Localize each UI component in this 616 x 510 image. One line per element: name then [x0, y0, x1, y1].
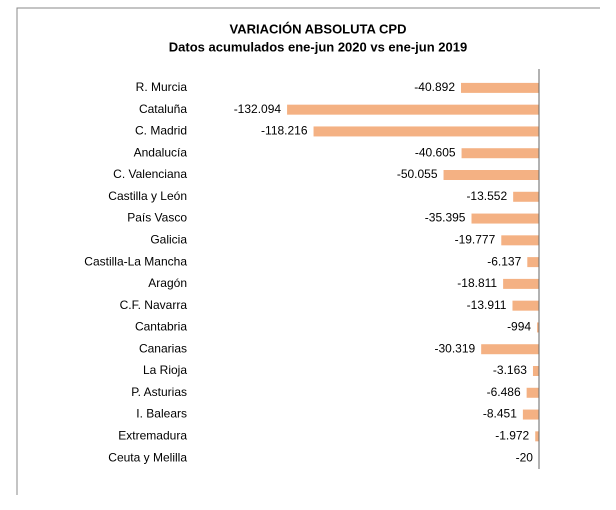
chart-title: VARIACIÓN ABSOLUTA CPD — [230, 21, 407, 36]
category-label: Extremadura — [118, 429, 187, 443]
value-label: -6.137 — [487, 254, 521, 268]
bar — [527, 388, 539, 398]
value-label: -20 — [516, 450, 534, 464]
category-label: Aragón — [148, 276, 187, 290]
value-label: -118.216 — [261, 124, 308, 138]
category-label: R. Murcia — [136, 80, 188, 94]
value-label: -35.395 — [425, 211, 466, 225]
bar — [461, 83, 539, 93]
bar — [314, 126, 539, 136]
category-label: Castilla-La Mancha — [84, 254, 187, 268]
category-label: Ceuta y Melilla — [108, 450, 187, 464]
category-label: Galicia — [150, 233, 187, 247]
value-label: -40.605 — [415, 145, 456, 159]
value-label: -6.486 — [487, 385, 521, 399]
bar — [523, 410, 539, 420]
bar — [501, 235, 539, 245]
value-label: -18.811 — [457, 276, 497, 290]
chart-subtitle: Datos acumulados ene-jun 2020 vs ene-jun… — [169, 39, 467, 54]
bar — [527, 257, 539, 267]
bar — [503, 279, 539, 289]
category-label: C. Madrid — [135, 124, 187, 138]
bar — [444, 170, 539, 180]
bar — [513, 192, 539, 202]
category-label: C. Valenciana — [113, 167, 187, 181]
category-label: I. Balears — [136, 407, 187, 421]
category-label: P. Asturias — [131, 385, 187, 399]
value-label: -132.094 — [234, 102, 282, 116]
category-label: Castilla y León — [108, 189, 187, 203]
value-label: -3.163 — [493, 363, 527, 377]
value-label: -8.451 — [483, 407, 517, 421]
category-label: Cantabria — [135, 320, 187, 334]
frame — [17, 8, 600, 495]
category-label: Andalucía — [134, 145, 188, 159]
bar — [287, 105, 539, 115]
bar — [535, 431, 539, 441]
value-label: -19.777 — [455, 233, 496, 247]
category-label: C.F. Navarra — [120, 298, 188, 312]
category-label: La Rioja — [143, 363, 187, 377]
bar — [533, 366, 539, 376]
bar — [481, 344, 539, 354]
value-label: -13.552 — [466, 189, 507, 203]
value-label: -13.911 — [467, 298, 507, 312]
bar — [462, 148, 539, 158]
category-label: Canarias — [139, 341, 187, 355]
bar — [471, 214, 539, 224]
category-label: Cataluña — [139, 102, 187, 116]
value-label: -40.892 — [414, 80, 455, 94]
value-label: -30.319 — [434, 341, 475, 355]
value-label: -994 — [507, 320, 531, 334]
value-label: -50.055 — [397, 167, 438, 181]
category-label: País Vasco — [127, 211, 187, 225]
bar — [512, 301, 539, 311]
value-label: -1.972 — [495, 429, 529, 443]
